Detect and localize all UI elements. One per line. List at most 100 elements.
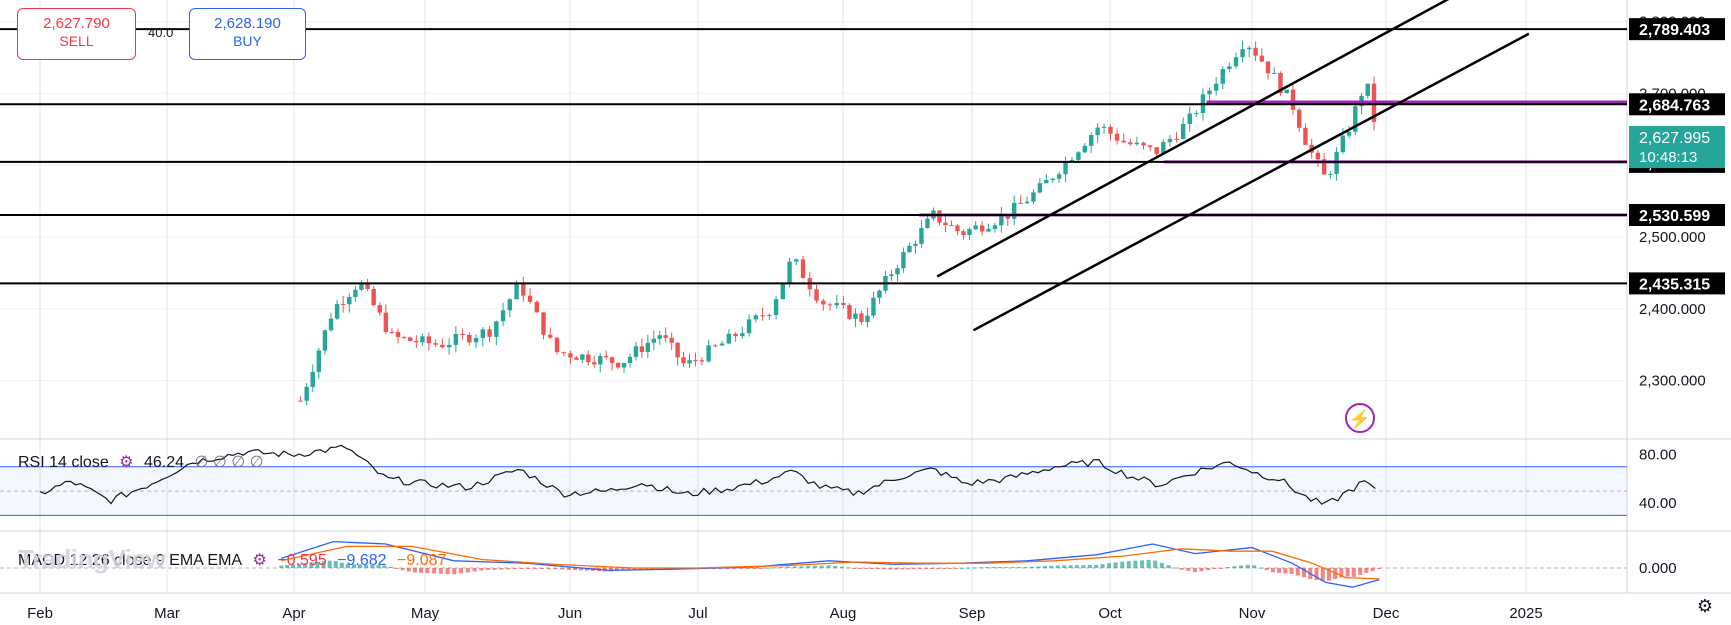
macd-hist-bar bbox=[1166, 565, 1171, 568]
macd-hist-bar bbox=[1179, 568, 1184, 570]
candle bbox=[693, 360, 698, 362]
candle bbox=[561, 352, 566, 354]
macd-hist-bar bbox=[579, 568, 584, 571]
macd-signal-line bbox=[281, 545, 1380, 580]
macd-hist-bar bbox=[1036, 566, 1041, 568]
candle bbox=[669, 337, 674, 343]
macd-hist-bar bbox=[1107, 563, 1112, 568]
x-tick-label: Apr bbox=[282, 605, 305, 622]
macd-hist-bar bbox=[894, 568, 899, 570]
macd-hist-bar bbox=[936, 568, 941, 569]
candle bbox=[865, 315, 870, 323]
candle bbox=[1187, 113, 1192, 125]
candle bbox=[1240, 49, 1245, 58]
macd-hist-bar bbox=[626, 568, 631, 571]
candle bbox=[713, 345, 718, 347]
channel-trendline bbox=[972, 32, 1530, 332]
candle bbox=[847, 304, 852, 319]
candle bbox=[347, 296, 352, 305]
candle bbox=[760, 315, 765, 317]
candle bbox=[1012, 202, 1017, 219]
candle bbox=[1044, 180, 1049, 184]
candle bbox=[494, 321, 499, 337]
rsi-legend[interactable]: RSI 14 close ⚙ 46.24 ∅ ∅ ∅ ∅ bbox=[18, 452, 270, 472]
macd-hist-bar bbox=[888, 568, 893, 570]
macd-hist-bar bbox=[1074, 565, 1079, 568]
candle bbox=[310, 371, 315, 387]
sell-button[interactable]: 2,627.790 SELL bbox=[17, 8, 136, 60]
level-label: 2,684.763 bbox=[1639, 97, 1710, 114]
candle bbox=[1207, 90, 1212, 95]
macd-hist-bar bbox=[1212, 568, 1217, 570]
macd-hist-bar bbox=[792, 566, 797, 568]
macd-hist-bar bbox=[566, 568, 571, 570]
candle bbox=[446, 344, 452, 348]
rsi-settings-icon[interactable]: ⚙ bbox=[119, 454, 134, 471]
macd-hist-bar bbox=[650, 568, 655, 570]
macd-hist-bar bbox=[732, 568, 737, 569]
x-tick-label: May bbox=[411, 605, 440, 622]
macd-hist-bar bbox=[1314, 568, 1319, 581]
sell-label: SELL bbox=[59, 33, 94, 49]
candle bbox=[877, 290, 882, 298]
candle bbox=[895, 268, 900, 275]
candle bbox=[657, 335, 662, 339]
candle bbox=[1101, 126, 1107, 128]
macd-hist-bar bbox=[526, 568, 531, 569]
macd-hist-bar bbox=[1113, 562, 1118, 568]
macd-hist-bar bbox=[1270, 568, 1275, 573]
candle bbox=[992, 225, 998, 229]
macd-hist-bar bbox=[906, 568, 911, 570]
candle bbox=[541, 312, 546, 335]
candle bbox=[1194, 113, 1199, 115]
macd-hist-bar bbox=[1225, 567, 1230, 569]
x-tick-label: Jul bbox=[688, 605, 707, 622]
level-label: 2,789.403 bbox=[1639, 22, 1710, 39]
candle bbox=[568, 353, 573, 358]
buy-button[interactable]: 2,628.190 BUY bbox=[189, 8, 306, 60]
bolt-icon[interactable]: ⚡ bbox=[1345, 403, 1375, 433]
candle bbox=[1346, 131, 1352, 136]
macd-hist-bar bbox=[738, 568, 743, 569]
macd-hist-bar bbox=[918, 568, 923, 569]
macd-hist-bar bbox=[333, 560, 338, 568]
macd-hist-bar bbox=[1320, 568, 1325, 582]
macd-legend-name: MACD 12 26 close 9 EMA EMA bbox=[18, 552, 243, 569]
candle bbox=[853, 313, 858, 319]
macd-hist-bar bbox=[370, 564, 375, 568]
candle bbox=[949, 225, 954, 227]
macd-hist-bar bbox=[1030, 566, 1035, 568]
level-label: 2,530.599 bbox=[1639, 208, 1710, 225]
candle bbox=[389, 331, 395, 333]
candle bbox=[1147, 145, 1153, 148]
candle bbox=[1321, 159, 1327, 175]
candle bbox=[800, 259, 806, 279]
candle bbox=[1108, 126, 1113, 134]
macd-hist-bar bbox=[924, 568, 929, 569]
candle bbox=[1278, 72, 1283, 94]
candle bbox=[639, 346, 645, 353]
candle bbox=[773, 299, 779, 315]
candle bbox=[433, 343, 438, 345]
candle bbox=[719, 343, 725, 346]
candle bbox=[609, 357, 615, 363]
macd-hist-bar bbox=[819, 565, 824, 568]
spread-value: 40.0 bbox=[148, 25, 174, 40]
macd-settings-icon[interactable]: ⚙ bbox=[252, 552, 267, 569]
x-tick-label: Jun bbox=[558, 605, 582, 622]
candle bbox=[986, 228, 991, 232]
candle bbox=[1076, 152, 1081, 160]
rsi-line bbox=[39, 444, 1376, 505]
candle bbox=[359, 282, 364, 290]
macd-hist-bar bbox=[452, 568, 457, 575]
candle bbox=[377, 305, 382, 313]
gear-icon[interactable]: ⚙ bbox=[1696, 596, 1713, 616]
macd-legend[interactable]: MACD 12 26 close 9 EMA EMA ⚙ −0.595 −9.6… bbox=[18, 550, 452, 570]
macd-hist-bar bbox=[492, 568, 497, 570]
candle bbox=[706, 345, 711, 362]
candle bbox=[687, 360, 692, 364]
candle bbox=[395, 331, 401, 338]
macd-hist-bar bbox=[1159, 562, 1164, 568]
macd-hist-bar bbox=[513, 568, 518, 570]
